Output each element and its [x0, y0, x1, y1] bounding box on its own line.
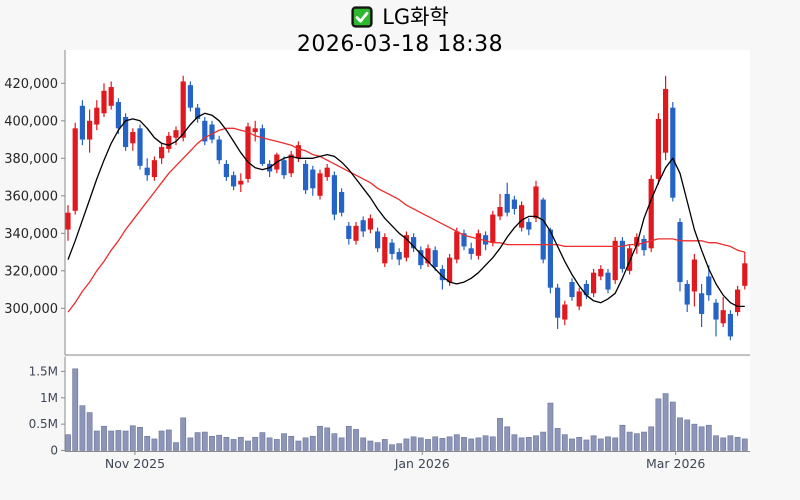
- candlestick-series: [65, 75, 748, 341]
- volume-bars: [65, 368, 748, 451]
- price-panel-bg: [65, 50, 750, 355]
- volume-axis-labels: 1.5M 1M 0.5M 0: [29, 364, 65, 458]
- svg-text:Jan 2026: Jan 2026: [394, 456, 450, 471]
- chart-datetime: 2026-03-18 18:38: [296, 32, 504, 57]
- svg-text:320,000: 320,000: [4, 264, 58, 279]
- chart-title-row: LG화학: [0, 0, 800, 29]
- stock-name-title: LG화학: [382, 5, 449, 29]
- chart-panels: [65, 50, 750, 452]
- svg-text:420,000: 420,000: [4, 77, 58, 92]
- svg-text:Nov 2025: Nov 2025: [105, 456, 165, 471]
- svg-text:360,000: 360,000: [4, 189, 58, 204]
- svg-text:380,000: 380,000: [4, 152, 58, 167]
- price-axis-labels: 420,000 400,000 380,000 360,000 340,000 320,0…: [4, 77, 65, 317]
- svg-text:340,000: 340,000: [4, 227, 58, 242]
- svg-text:0: 0: [50, 444, 58, 458]
- svg-text:300,000: 300,000: [4, 302, 58, 317]
- axes-spines: [64, 50, 750, 452]
- chart-header: LG화학 2026-03-18 18:38: [0, 0, 800, 57]
- ma-long-line: [67, 127, 745, 313]
- svg-text:400,000: 400,000: [4, 114, 58, 129]
- green-checkbox-icon: [351, 6, 373, 28]
- ma-short-line: [67, 112, 745, 308]
- svg-text:1M: 1M: [40, 391, 58, 405]
- date-axis-labels: Nov 2025 Jan 2026 Mar 2026: [105, 451, 705, 471]
- svg-text:0.5M: 0.5M: [29, 417, 58, 431]
- svg-text:Mar 2026: Mar 2026: [646, 456, 705, 471]
- svg-text:1.5M: 1.5M: [29, 364, 58, 378]
